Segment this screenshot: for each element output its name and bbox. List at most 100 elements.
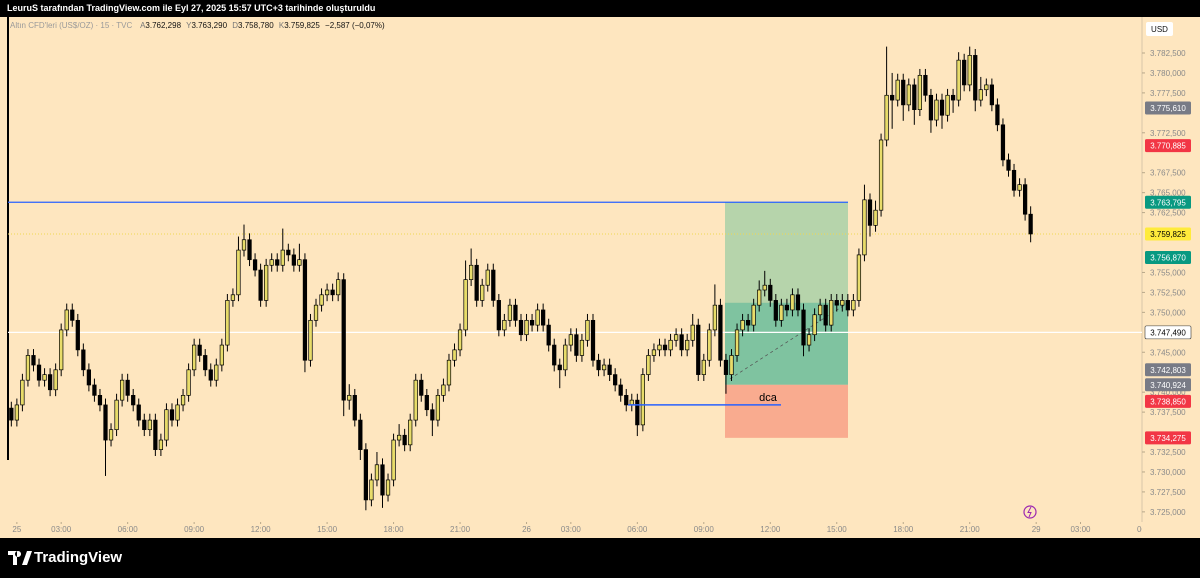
candle-body bbox=[347, 395, 352, 401]
price-badge bbox=[1145, 139, 1191, 153]
candle-body bbox=[568, 334, 573, 346]
y-tick-label: 3.782,500 bbox=[1150, 49, 1186, 58]
price-badge-label: 3.759,825 bbox=[1150, 230, 1186, 239]
x-tick-label: 18:00 bbox=[384, 525, 405, 534]
candle-body bbox=[352, 395, 357, 421]
candle-body bbox=[59, 329, 64, 371]
candle-body bbox=[419, 379, 424, 396]
alert-icon[interactable] bbox=[1023, 505, 1037, 519]
candle-body bbox=[441, 384, 446, 396]
candle-body bbox=[1017, 184, 1022, 191]
candle-body bbox=[795, 294, 801, 311]
x-tick-label: 03:00 bbox=[1070, 525, 1091, 534]
candle-body bbox=[1006, 159, 1011, 171]
candle-body bbox=[679, 334, 684, 351]
candle-body bbox=[657, 344, 662, 351]
candle-body bbox=[297, 259, 302, 266]
candle-body bbox=[873, 209, 878, 226]
x-tick-label: 21:00 bbox=[960, 525, 981, 534]
candle-body bbox=[673, 334, 679, 341]
candle-body bbox=[208, 369, 213, 381]
candle-body bbox=[485, 269, 490, 286]
x-tick-label: 15:00 bbox=[317, 525, 338, 534]
candle-body bbox=[546, 324, 551, 346]
logo bbox=[8, 551, 32, 565]
candle-body bbox=[197, 344, 202, 356]
candle-body bbox=[712, 304, 718, 331]
candle-body bbox=[856, 254, 862, 301]
candle-body bbox=[707, 329, 712, 361]
candle-body bbox=[92, 384, 97, 396]
candle-body bbox=[723, 359, 729, 375]
candle-body bbox=[402, 434, 407, 446]
candle-body bbox=[230, 294, 236, 301]
position-path bbox=[729, 302, 849, 380]
candle-body bbox=[252, 259, 258, 271]
candle-body bbox=[286, 249, 291, 256]
candle-body bbox=[219, 344, 224, 366]
brand: TradingView bbox=[34, 549, 123, 566]
y-tick-label: 3.737,500 bbox=[1150, 408, 1186, 417]
candle-body bbox=[834, 300, 839, 306]
candle-body bbox=[81, 349, 86, 371]
candle-body bbox=[513, 304, 518, 321]
candle-body bbox=[751, 304, 756, 326]
y-tick-label: 3.755,000 bbox=[1150, 268, 1186, 277]
price-badge bbox=[1145, 363, 1191, 377]
candle-body bbox=[590, 319, 596, 361]
ohlc-key: A bbox=[140, 21, 146, 30]
x-tick-label: 29 bbox=[1032, 525, 1041, 534]
candle-body bbox=[973, 55, 978, 101]
currency-box bbox=[1146, 22, 1173, 36]
candle-body bbox=[729, 355, 734, 375]
x-tick-label: 09:00 bbox=[694, 525, 715, 534]
candle-body bbox=[469, 264, 474, 280]
candle-body bbox=[624, 395, 629, 406]
candle-body bbox=[70, 309, 75, 321]
header-title: LeuruS tarafından TradingView.com ile Ey… bbox=[7, 3, 376, 13]
candle-body bbox=[336, 279, 341, 296]
y-tick-label: 3.725,000 bbox=[1150, 508, 1186, 517]
candle-body bbox=[939, 99, 945, 116]
ohlc-key: D bbox=[232, 21, 239, 30]
candle-body bbox=[280, 249, 285, 266]
candle-body bbox=[734, 329, 740, 356]
candle-body bbox=[408, 419, 413, 446]
x-tick-label: 12:00 bbox=[760, 525, 781, 534]
price-badge bbox=[1144, 325, 1192, 340]
y-tick-label: 3.752,500 bbox=[1150, 288, 1186, 297]
candle-body bbox=[541, 309, 546, 326]
candle-body bbox=[1000, 124, 1006, 161]
y-tick-label: 3.767,500 bbox=[1150, 169, 1186, 178]
candle-body bbox=[995, 104, 1000, 126]
x-tick-label: 25 bbox=[12, 525, 21, 534]
candle-body bbox=[613, 374, 618, 386]
candle-body bbox=[984, 84, 989, 91]
ohlc-key: Y bbox=[186, 21, 192, 30]
candle-body bbox=[496, 300, 501, 331]
candle-body bbox=[867, 199, 873, 226]
candle-body bbox=[685, 339, 690, 351]
candle-body bbox=[829, 300, 834, 326]
candle-body bbox=[818, 304, 823, 316]
x-tick-label: 12:00 bbox=[251, 525, 272, 534]
price-badge-label: 3.742,803 bbox=[1150, 366, 1186, 375]
price-badge bbox=[1145, 394, 1191, 408]
candle-body bbox=[53, 369, 58, 391]
candle-body bbox=[773, 300, 778, 321]
candle-body bbox=[529, 319, 535, 326]
x-tick-label: 03:00 bbox=[561, 525, 582, 534]
candle-body bbox=[912, 84, 917, 111]
price-badge-label: 3.738,850 bbox=[1150, 397, 1186, 406]
x-tick-label: 09:00 bbox=[184, 525, 205, 534]
ohlc-value: 3.758,780 bbox=[238, 21, 274, 30]
price-badge-label: 3.740,924 bbox=[1150, 381, 1186, 390]
candle-body bbox=[42, 374, 47, 381]
candle-body bbox=[269, 259, 274, 266]
candle-body bbox=[956, 59, 961, 101]
candle-body bbox=[14, 404, 19, 421]
x-tick-label: 26 bbox=[522, 525, 531, 534]
candle-body bbox=[214, 364, 219, 381]
candle-body bbox=[341, 279, 346, 401]
